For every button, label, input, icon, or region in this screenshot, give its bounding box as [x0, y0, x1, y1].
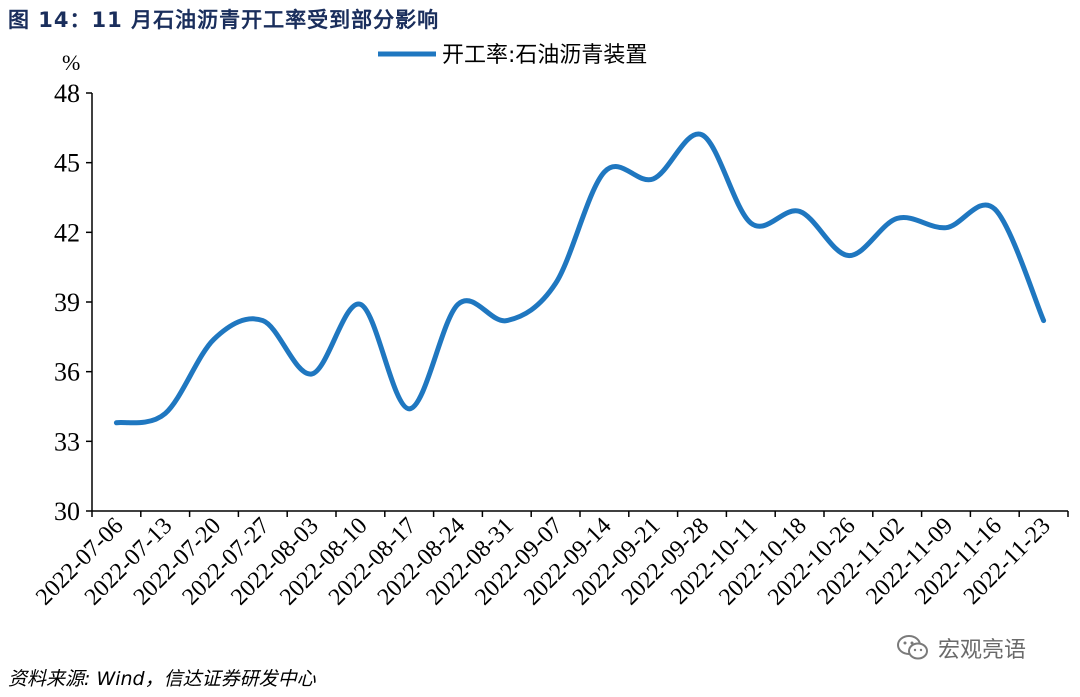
series-line	[113, 131, 1047, 426]
y-tick-label: 39	[54, 288, 80, 317]
y-tick-label: 45	[54, 149, 80, 178]
y-tick-label: 48	[54, 79, 80, 108]
legend: 开工率:石油沥青装置	[378, 43, 647, 68]
y-tick-label: 33	[54, 427, 80, 456]
watermark: 宏观亮语	[896, 632, 1026, 664]
source-note: 资料来源: Wind，信达证券研发中心	[8, 668, 316, 690]
watermark-text: 宏观亮语	[938, 638, 1027, 663]
y-tick-label: 30	[54, 497, 80, 526]
legend-label: 开工率:石油沥青装置	[442, 43, 647, 68]
wechat-icon	[897, 635, 928, 660]
figure-title: 图 14：11 月石油沥青开工率受到部分影响	[8, 8, 440, 32]
y-tick-label: 36	[54, 358, 80, 387]
y-tick-label: 42	[54, 218, 80, 247]
y-axis-unit: %	[62, 50, 80, 75]
